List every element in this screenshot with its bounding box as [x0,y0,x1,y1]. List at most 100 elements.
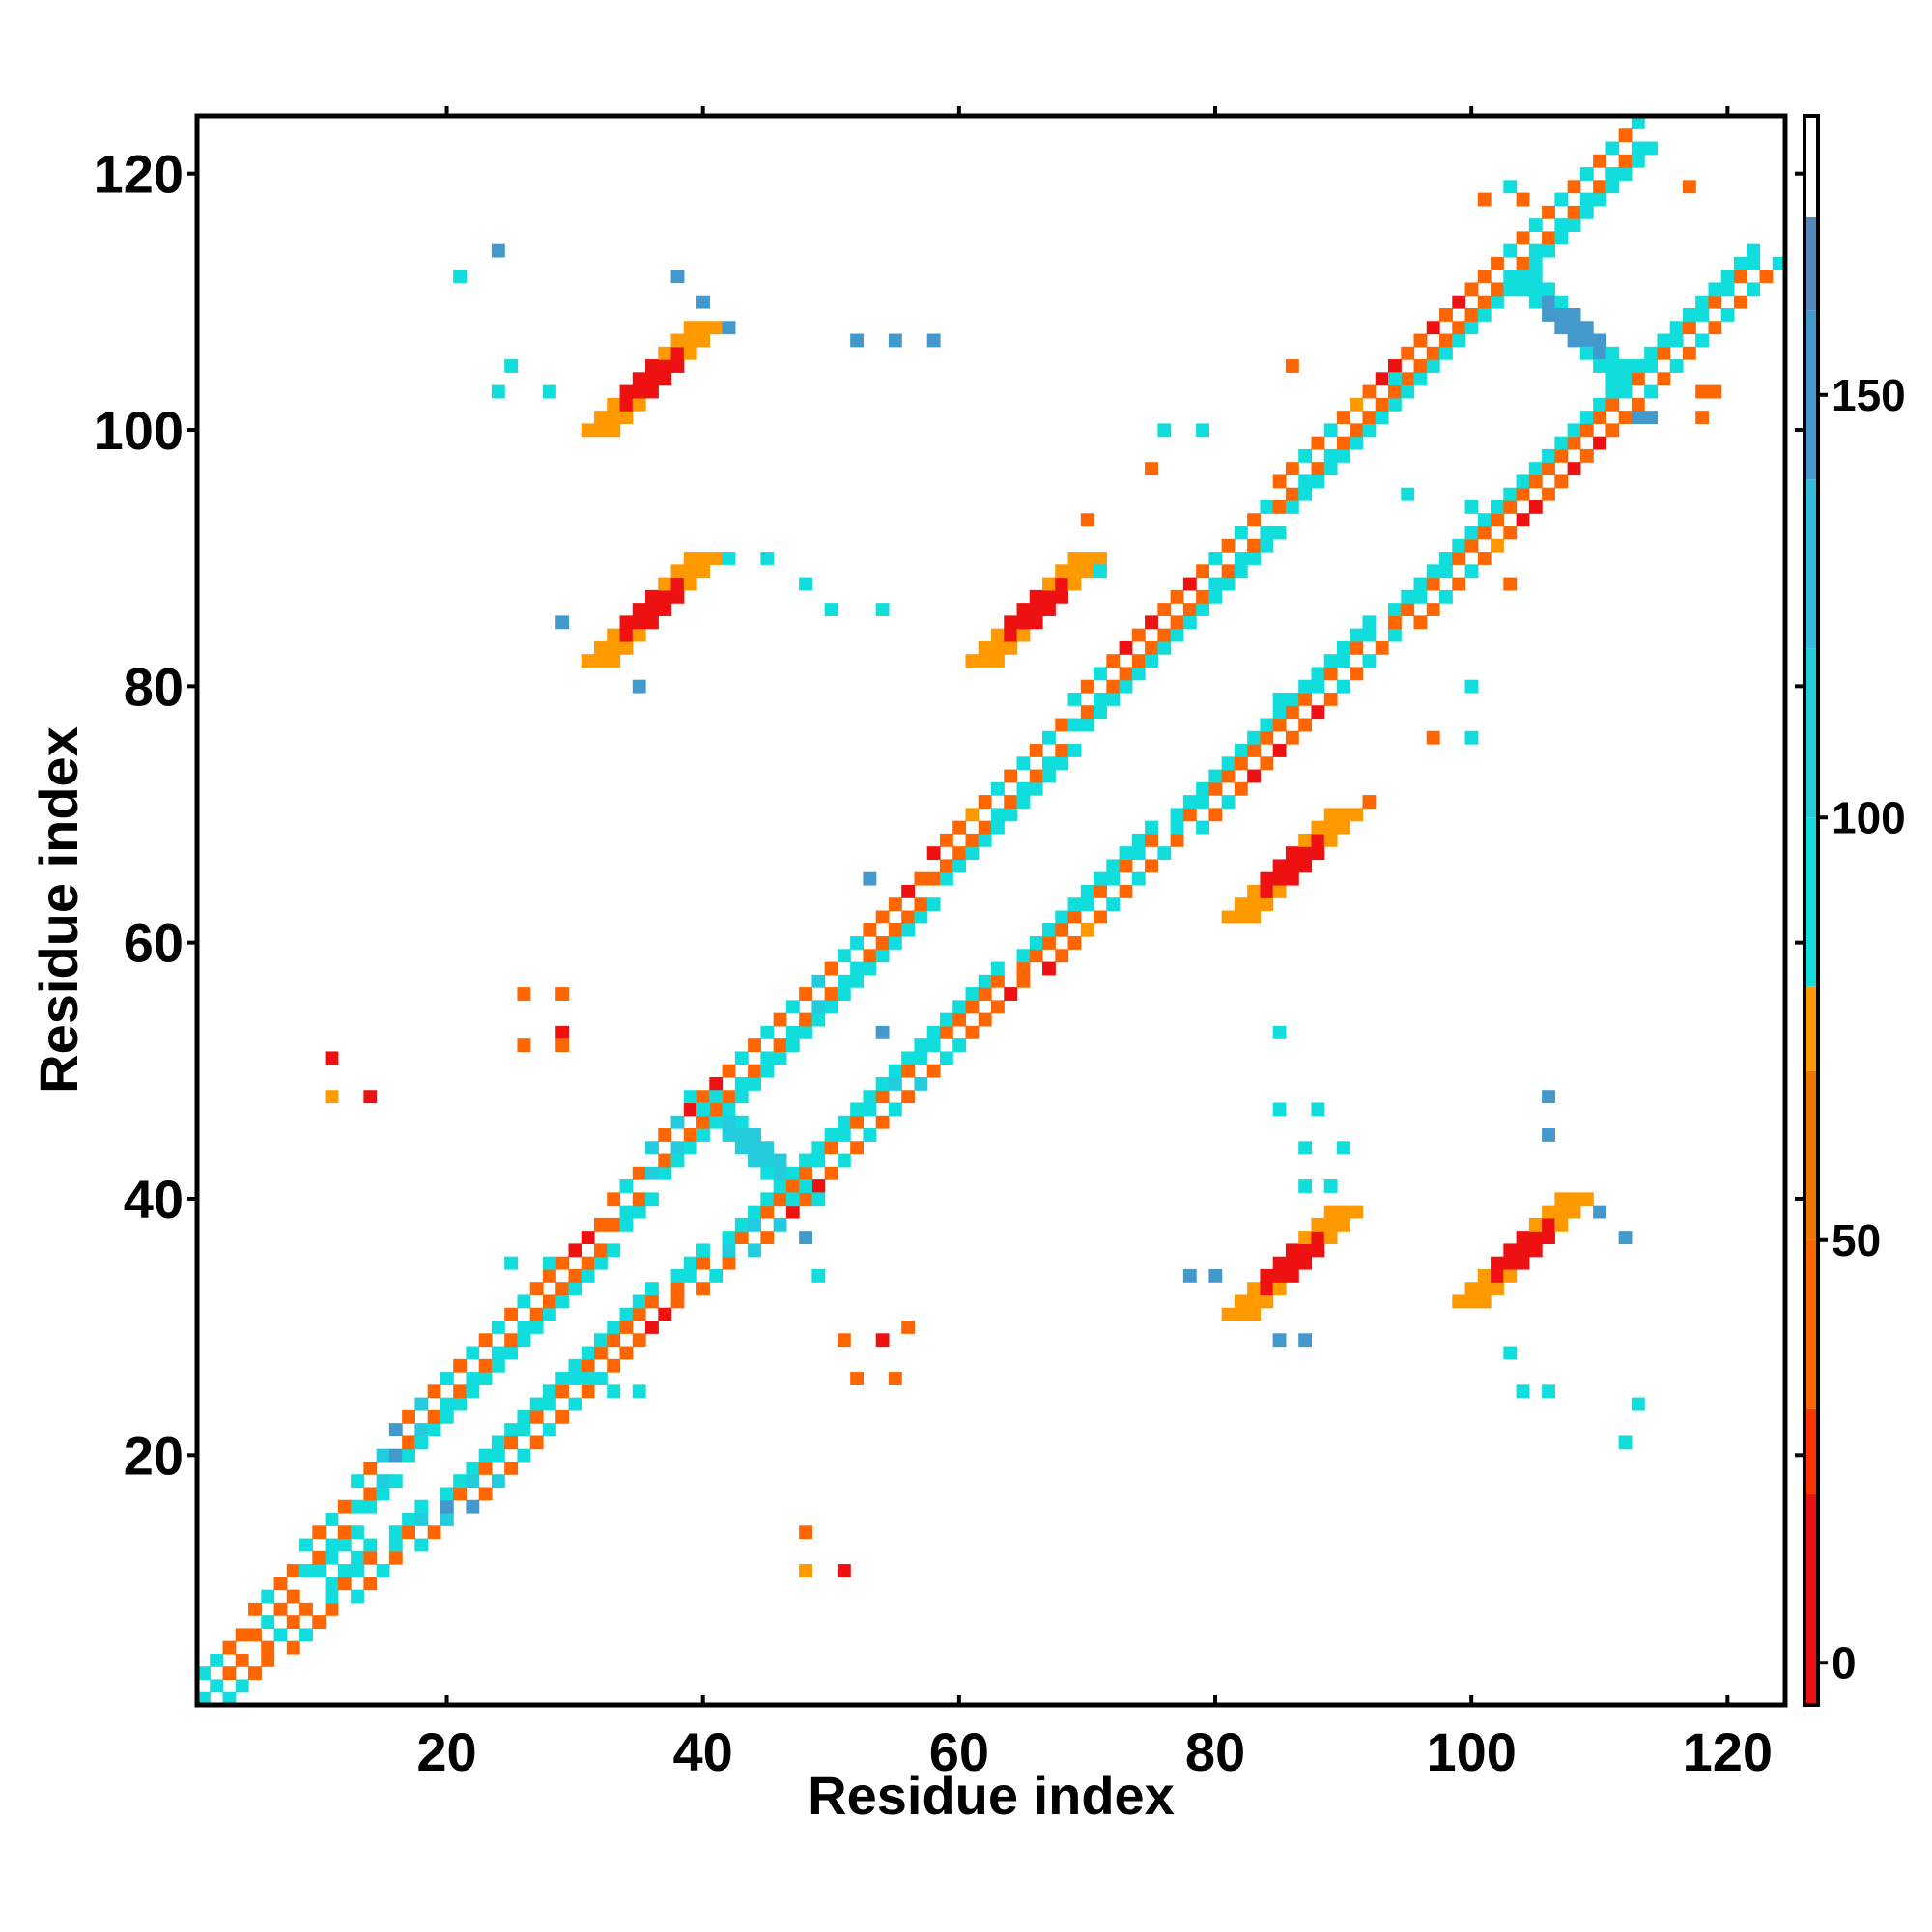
heatmap-cell [1657,346,1671,360]
heatmap-cell [1260,526,1274,540]
heatmap-cell [978,654,992,668]
heatmap-cell [1516,513,1530,527]
heatmap-cell [1234,744,1248,757]
heatmap-cell [1503,1268,1518,1283]
heatmap-cell [734,1231,749,1245]
heatmap-cell [1631,116,1645,129]
heatmap-cell [722,1090,736,1104]
heatmap-cell [837,974,851,988]
heatmap-cell [1080,552,1094,565]
heatmap-cell [1350,1205,1364,1219]
heatmap-cell [1516,1384,1530,1399]
heatmap-cell [760,1025,775,1039]
heatmap-cell [555,1038,570,1053]
heatmap-cell [1094,910,1107,924]
heatmap-cell [1170,833,1184,847]
heatmap-cell [1157,423,1172,438]
heatmap-cell [683,1090,697,1104]
heatmap-cell [850,1115,865,1129]
heatmap-cell [1477,526,1492,540]
heatmap-cell [286,1615,300,1630]
heatmap-cell [581,1372,595,1385]
heatmap-cell [1542,1090,1555,1104]
heatmap-cell [1080,884,1094,898]
heatmap-cell [1221,538,1236,553]
heatmap-cell [491,1435,505,1450]
heatmap-cell [1401,346,1415,360]
heatmap-cell [1260,756,1274,771]
heatmap-cell [312,1525,327,1540]
heatmap-cell [939,833,953,847]
heatmap-cell [670,1153,685,1168]
heatmap-cell [1747,282,1761,297]
heatmap-cell [632,615,646,630]
heatmap-cell [734,1115,749,1129]
heatmap-cell [351,1550,364,1565]
heatmap-cell [581,1256,595,1270]
heatmap-cell [952,846,967,861]
heatmap-cell [1720,270,1735,284]
heatmap-cell [235,1679,249,1693]
heatmap-cell [1579,333,1594,348]
heatmap-cell [914,871,928,886]
heatmap-cell [722,1102,736,1117]
heatmap-cell [1080,564,1094,579]
heatmap-cell [1145,833,1158,847]
heatmap-cell [1695,411,1710,424]
heatmap-cell [568,1268,582,1283]
heatmap-cell [1055,949,1069,963]
heatmap-cell [1029,589,1043,604]
heatmap-cell [248,1628,262,1642]
heatmap-cell [811,1000,826,1014]
heatmap-cell [1477,295,1492,309]
heatmap-cell [1733,270,1747,284]
heatmap-cell [1464,499,1479,514]
heatmap-cell [594,1333,608,1348]
heatmap-cell [670,1268,685,1283]
heatmap-cell [1362,411,1377,424]
heatmap-cell [491,243,505,258]
heatmap-cell [1208,781,1223,796]
heatmap-cell [1311,833,1325,847]
heatmap-cell [607,1217,621,1232]
heatmap-cell [850,936,865,950]
heatmap-cell [1336,640,1350,655]
heatmap-cell [1503,180,1518,194]
heatmap-cell [1234,564,1248,579]
heatmap-cell [504,359,519,373]
heatmap-cell [1644,346,1659,360]
heatmap-cell [491,384,505,399]
heatmap-cell [491,1358,505,1373]
heatmap-cell [1542,1231,1555,1245]
heatmap-cell [1298,692,1313,706]
heatmap-cell [1426,603,1440,616]
heatmap-cell [1516,1243,1530,1258]
heatmap-cell [299,1538,313,1552]
heatmap-cell [1004,795,1018,809]
heatmap-cell [722,1243,736,1258]
heatmap-cell [965,846,980,861]
heatmap-cell [1336,436,1350,450]
heatmap-cell [978,974,992,988]
heatmap-cell [965,1000,980,1014]
heatmap-cell [670,346,685,360]
plot-frame [194,113,1788,1708]
heatmap-cell [1196,564,1209,579]
heatmap-cell [581,1358,595,1373]
heatmap-cell [1605,359,1620,373]
heatmap-cell [619,1346,634,1360]
heatmap-cell [645,1282,659,1296]
heatmap-cell [1491,282,1504,297]
heatmap-cell [939,859,953,873]
heatmap-cell [811,1141,826,1155]
heatmap-cell [286,1564,300,1577]
heatmap-cell [453,270,468,284]
heatmap-cell [619,397,634,412]
x-tick-label: 40 [673,1721,733,1782]
heatmap-cell [1350,640,1364,655]
heatmap-cell [1516,192,1530,207]
heatmap-cell [414,1397,429,1411]
heatmap-cell [1477,192,1492,207]
heatmap-cell [863,949,877,963]
heatmap-cell [760,1231,775,1245]
